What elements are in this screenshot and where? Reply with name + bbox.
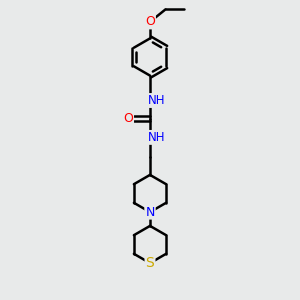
Text: N: N xyxy=(145,206,155,219)
Text: NH: NH xyxy=(148,131,165,144)
Text: O: O xyxy=(145,15,155,28)
Text: O: O xyxy=(123,112,133,125)
Text: NH: NH xyxy=(148,94,165,107)
Text: S: S xyxy=(146,256,154,270)
